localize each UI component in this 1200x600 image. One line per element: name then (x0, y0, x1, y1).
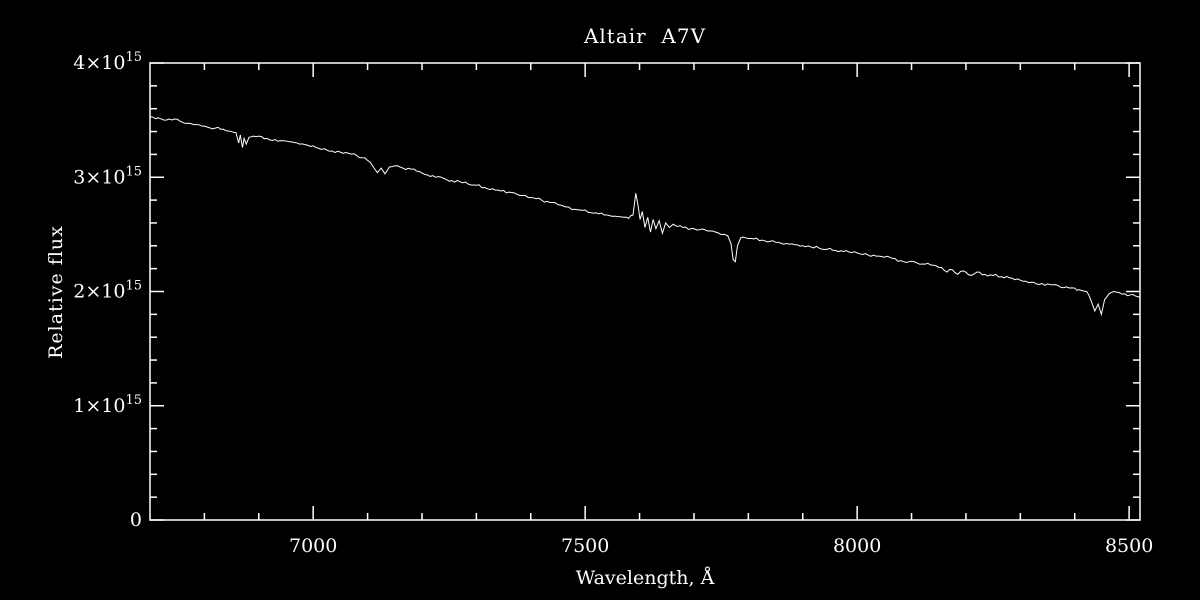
x-tick-label: 8500 (1105, 535, 1153, 557)
x-tick-label: 7500 (561, 535, 609, 557)
chart-title: Altair A7V (583, 24, 707, 48)
x-tick-label: 7000 (289, 535, 337, 557)
y-tick-label: 2×1015 (73, 279, 142, 303)
x-tick-label: 8000 (833, 535, 881, 557)
y-tick-label: 1×1015 (73, 393, 142, 417)
spectrum-line (149, 116, 1141, 317)
x-axis-label: Wavelength, Å (575, 567, 715, 589)
y-axis-label: Relative flux (45, 225, 67, 359)
y-tick-label: 4×1015 (73, 50, 142, 74)
y-tick-label: 3×1015 (73, 164, 142, 188)
plot-border (149, 62, 1141, 521)
y-tick-label: 0 (130, 509, 142, 531)
